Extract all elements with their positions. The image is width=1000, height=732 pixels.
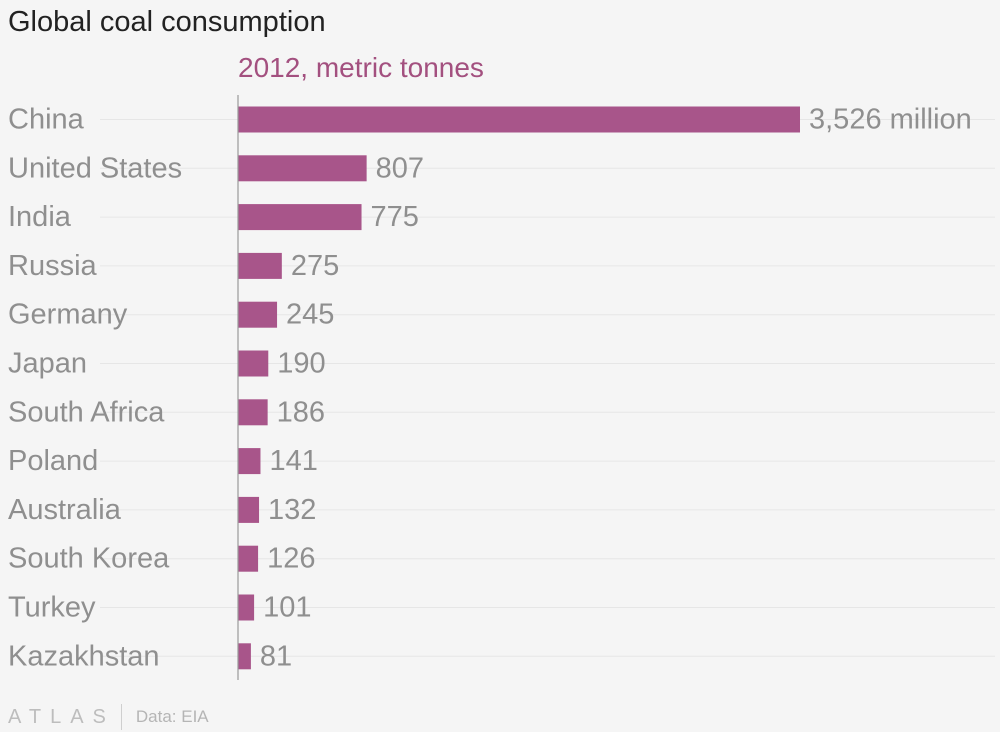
labels: China 3,526 million United States 807 India 7… (8, 104, 972, 673)
chart-subtitle: 2012, metric tonnes (238, 52, 484, 83)
chart-title: Global coal consumption (8, 6, 326, 38)
data-source: Data: EIA (135, 707, 209, 726)
category-label: South Africa (8, 396, 165, 428)
category-label: Japan (8, 348, 87, 380)
value-label: 101 (263, 592, 311, 624)
value-label: 141 (269, 445, 317, 477)
category-label: Kazakhstan (8, 640, 160, 672)
bar-chart: China 3,526 million United States 807 India 7… (8, 95, 995, 680)
bar-australia[interactable] (238, 496, 260, 523)
value-label: 81 (260, 640, 292, 672)
category-label: Russia (8, 250, 98, 282)
footer-divider (120, 704, 122, 730)
category-label: Turkey (8, 592, 96, 624)
bar-china[interactable] (238, 106, 800, 133)
category-label: Australia (8, 494, 122, 526)
category-label: China (8, 104, 85, 136)
value-label: 3,526 million (809, 104, 972, 136)
value-label: 275 (291, 250, 339, 282)
value-label: 190 (277, 348, 325, 380)
value-label: 186 (277, 396, 325, 428)
bar-japan[interactable] (238, 350, 269, 377)
gridlines (100, 119, 995, 657)
value-label: 245 (286, 299, 334, 331)
value-label: 807 (376, 152, 424, 184)
category-label: Germany (8, 299, 128, 331)
bar-germany[interactable] (238, 301, 278, 328)
footer: ATLAS Data: EIA (8, 704, 209, 730)
category-label: India (8, 201, 72, 233)
category-label: Poland (8, 445, 98, 477)
bar-poland[interactable] (238, 448, 261, 475)
value-label: 126 (267, 543, 315, 575)
bar-south-africa[interactable] (238, 399, 268, 426)
value-label: 775 (371, 201, 419, 233)
bar-turkey[interactable] (238, 594, 255, 621)
bar-kazakhstan[interactable] (238, 643, 251, 670)
bars (238, 106, 800, 670)
bar-russia[interactable] (238, 252, 282, 279)
bar-south-korea[interactable] (238, 545, 259, 572)
bar-united-states[interactable] (238, 155, 367, 182)
bar-india[interactable] (238, 204, 362, 231)
atlas-logo[interactable]: ATLAS (8, 705, 115, 728)
category-label: United States (8, 152, 182, 184)
value-label: 132 (268, 494, 316, 526)
category-label: South Korea (8, 543, 170, 575)
